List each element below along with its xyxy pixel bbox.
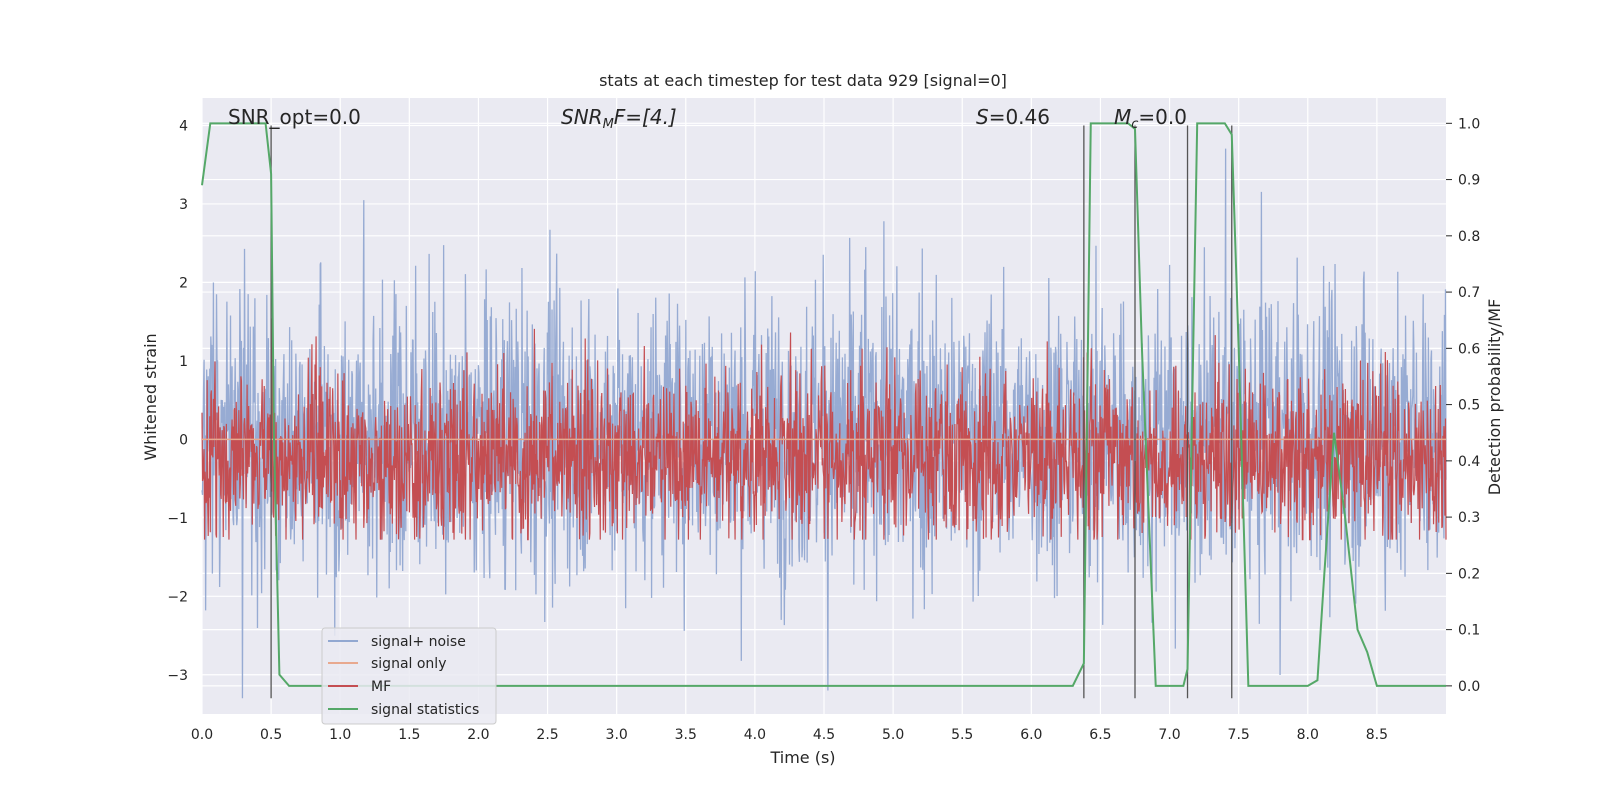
- x-tick-label: 4.5: [813, 727, 835, 743]
- x-tick-label: 0.5: [260, 727, 282, 743]
- legend-label-signal-statistics: signal statistics: [371, 702, 479, 718]
- legend-label-signal-noise: signal+ noise: [371, 634, 466, 650]
- x-tick-label: 2.5: [536, 727, 558, 743]
- y-right-axis-ticks: 0.0 0.1 0.2 0.3 0.4 0.5 0.6 0.7 0.8 0.9 1.0: [1446, 116, 1480, 695]
- y-axis-label: Whitened strain: [141, 333, 160, 460]
- y-right-tick-label: 0.6: [1458, 341, 1480, 357]
- x-tick-label: 6.0: [1020, 727, 1042, 743]
- legend-box: [321, 627, 497, 725]
- x-tick-label: 3.0: [606, 727, 628, 743]
- y-right-tick-label: 0.8: [1458, 229, 1480, 245]
- y-right-axis-label: Detection probability/MF: [1485, 299, 1504, 496]
- x-tick-label: 3.5: [675, 727, 697, 743]
- chart-title: stats at each timestep for test data 929…: [599, 71, 1007, 90]
- x-tick-label: 1.5: [398, 727, 420, 743]
- vertical-markers: [270, 125, 1233, 699]
- y-tick-label: 0: [179, 432, 188, 448]
- x-tick-label: 1.0: [329, 727, 351, 743]
- y-tick-label: −2: [167, 589, 188, 605]
- y-tick-label: 4: [179, 118, 188, 134]
- x-tick-label: 8.5: [1366, 727, 1388, 743]
- y-right-tick-label: 1.0: [1458, 116, 1480, 132]
- series-line-signal-statistics: [201, 122, 1446, 687]
- y-tick-label: 2: [179, 275, 188, 291]
- x-tick-label: 5.5: [951, 727, 973, 743]
- y-axis-ticks: −3 −2 −1 0 1 2 3 4: [167, 118, 188, 683]
- y-tick-label: 1: [179, 354, 188, 370]
- x-axis-label: Time (s): [769, 748, 835, 767]
- y-right-tick-label: 0.9: [1458, 173, 1480, 189]
- y-right-tick-label: 0.4: [1458, 454, 1480, 470]
- x-tick-label: 8.0: [1297, 727, 1319, 743]
- series-mf: [201, 318, 1447, 541]
- x-tick-label: 6.5: [1089, 727, 1111, 743]
- y-right-tick-label: 0.5: [1458, 398, 1480, 414]
- series-signal-statistics: [201, 122, 1446, 687]
- annotation-snr-opt: SNR_opt=0.0: [228, 105, 361, 129]
- y-tick-label: −3: [167, 668, 188, 684]
- x-tick-label: 5.0: [882, 727, 904, 743]
- x-tick-label: 2.0: [467, 727, 489, 743]
- annotation-snr-mf: SNRMF=[4.]: [561, 105, 677, 132]
- x-tick-label: 7.0: [1158, 727, 1180, 743]
- x-axis-ticks: 0.0 0.5 1.0 1.5 2.0 2.5 3.0 3.5 4.0 4.5 5.0 5.5 6.0 6…: [191, 727, 1388, 743]
- annotation-s: S=0.46: [976, 105, 1050, 129]
- legend-label-signal-only: signal only: [371, 656, 446, 672]
- y-right-tick-label: 0.2: [1458, 566, 1480, 582]
- y-right-tick-label: 0.3: [1458, 510, 1480, 526]
- y-right-tick-label: 0.0: [1458, 679, 1480, 695]
- legend: signal+ noise signal only MF signal stat…: [321, 627, 497, 725]
- legend-label-mf: MF: [371, 679, 391, 695]
- x-tick-label: 0.0: [191, 727, 213, 743]
- y-right-tick-label: 0.7: [1458, 285, 1480, 301]
- x-tick-label: 4.0: [744, 727, 766, 743]
- annotation-mc: Mc=0.0: [1114, 105, 1187, 132]
- series-line-mf: [201, 318, 1447, 541]
- y-tick-label: 3: [179, 197, 188, 213]
- x-tick-label: 7.5: [1228, 727, 1250, 743]
- y-tick-label: −1: [167, 511, 188, 527]
- y-right-tick-label: 0.1: [1458, 623, 1480, 639]
